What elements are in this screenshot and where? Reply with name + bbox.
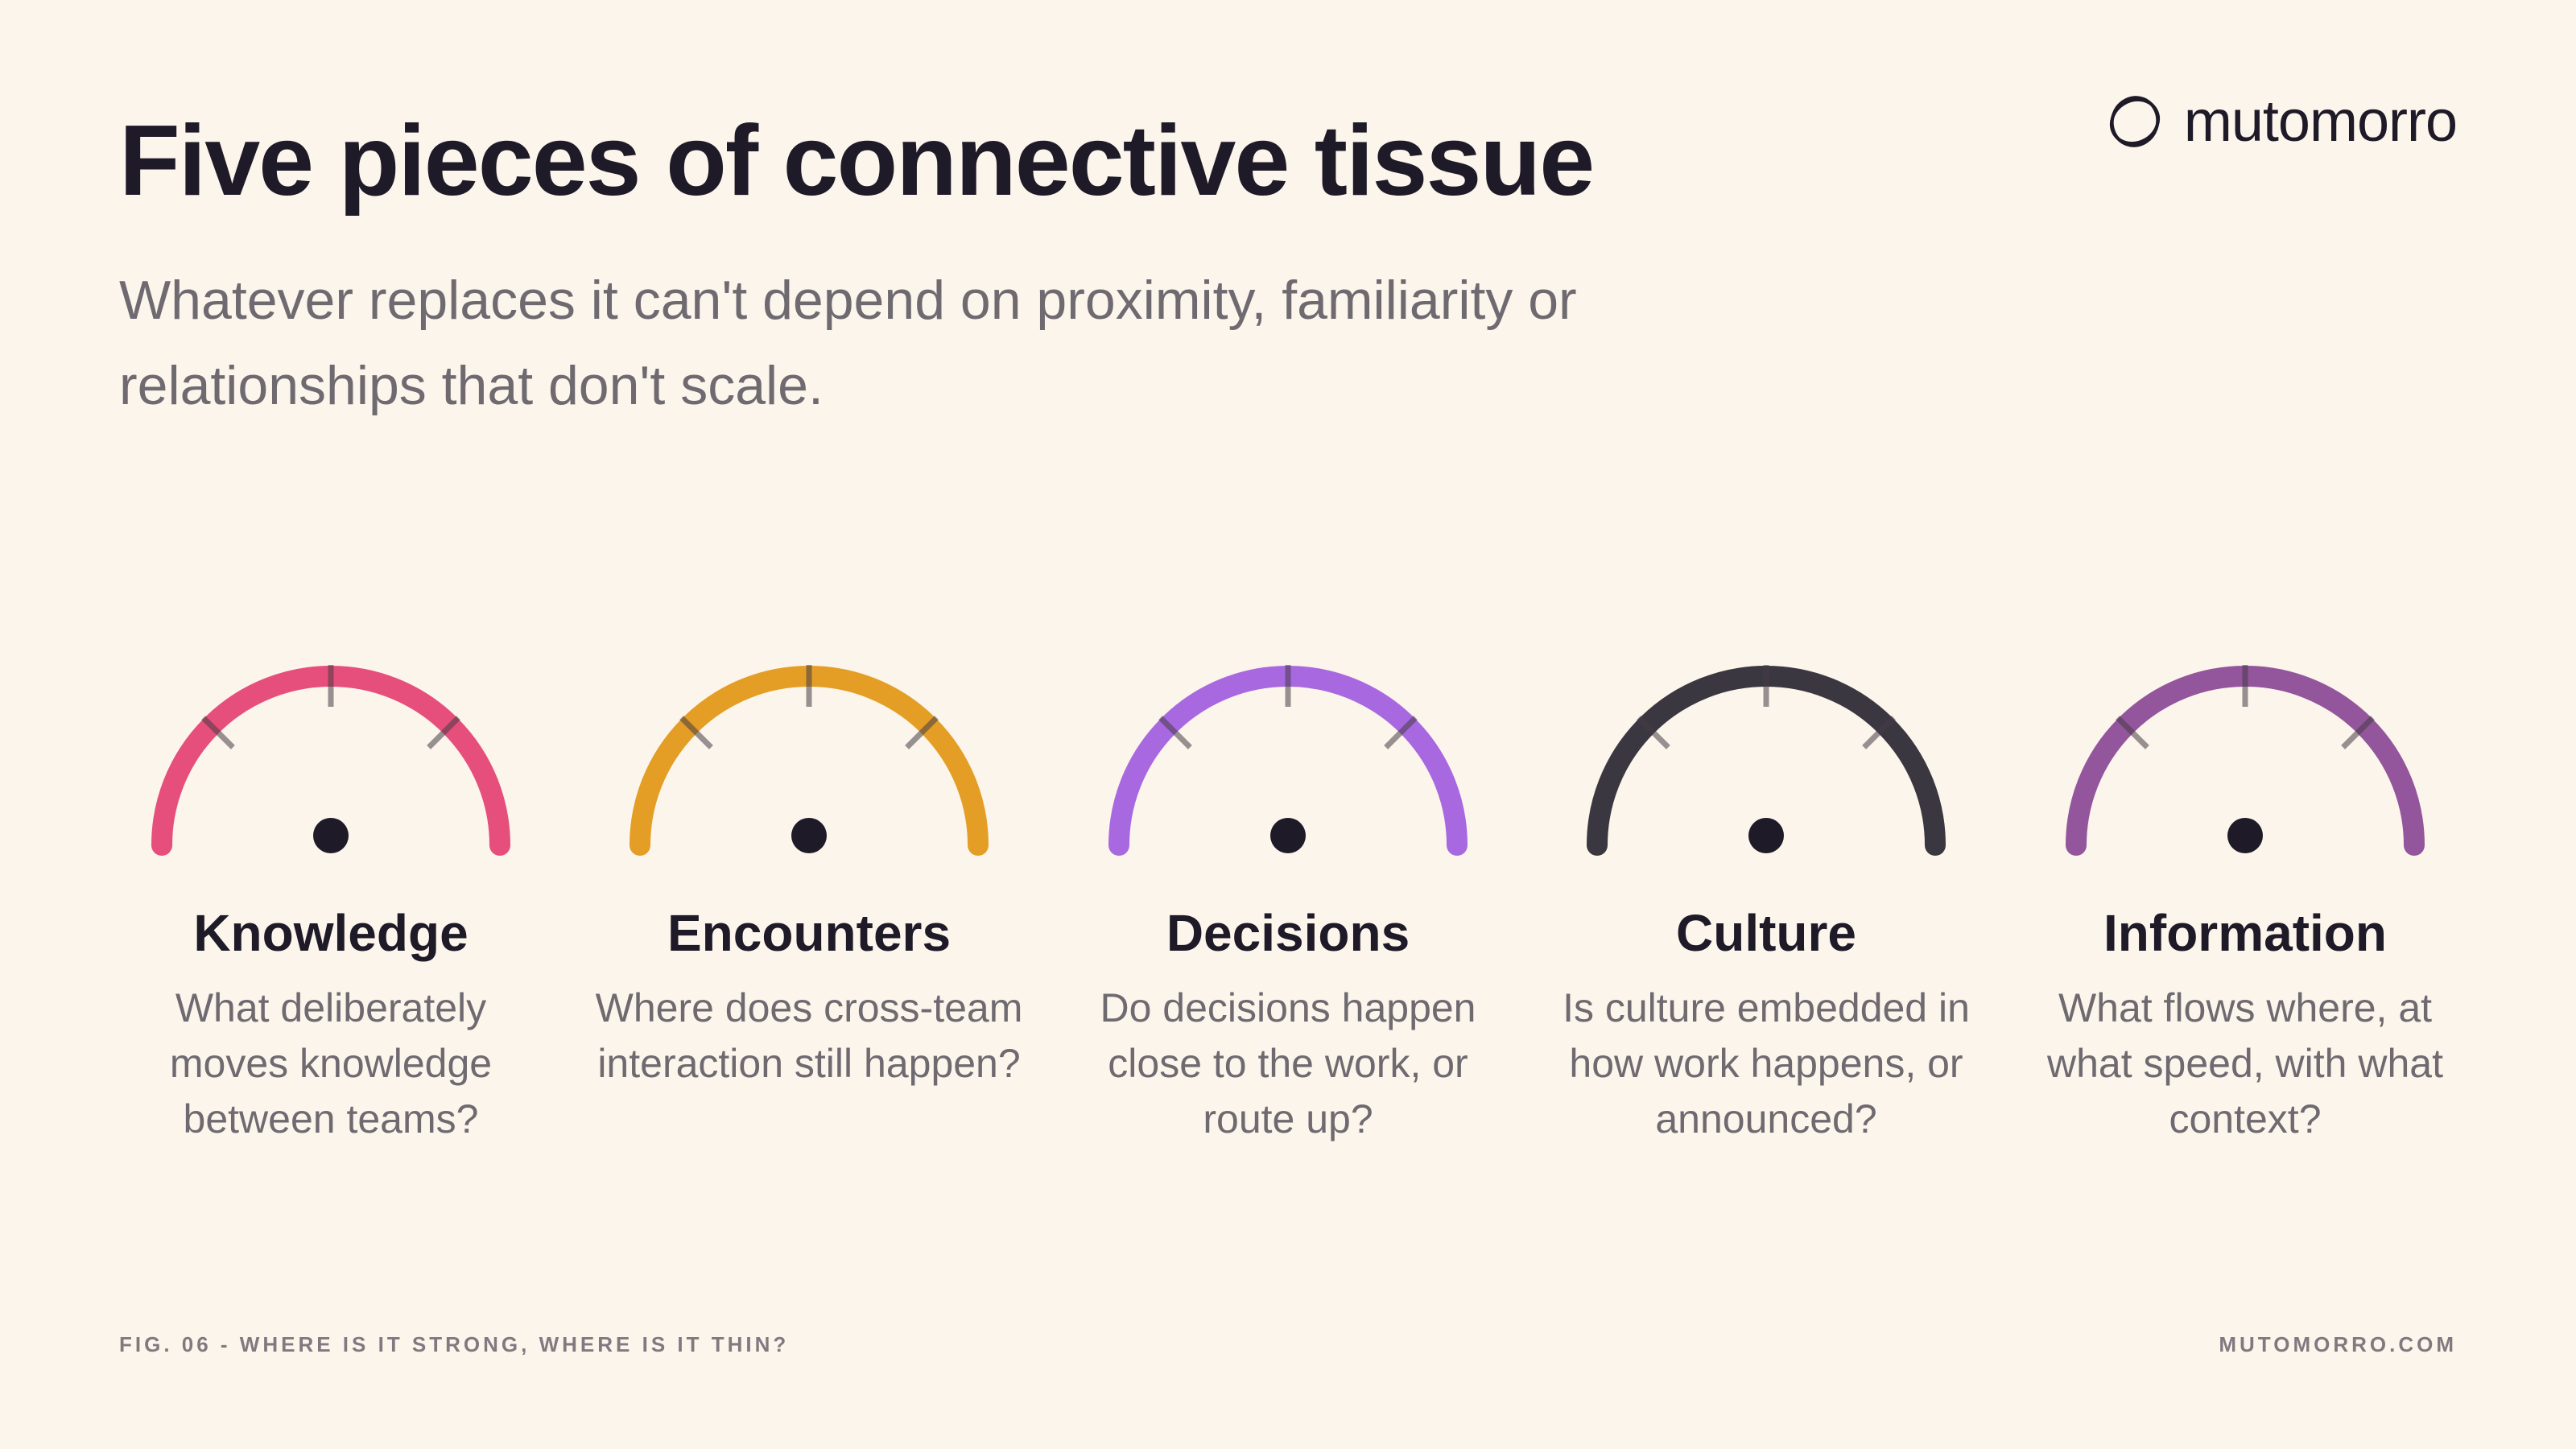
gauge-label: Decisions	[1166, 904, 1410, 962]
interlocking-circles-icon	[2109, 96, 2160, 147]
gauge-pivot	[791, 818, 827, 853]
gauge-tick	[1384, 716, 1418, 749]
gauge-tick	[201, 716, 235, 749]
brand-logo: mutomorro	[2107, 89, 2458, 155]
figure-caption: FIG. 06 - WHERE IS IT STRONG, WHERE IS I…	[119, 1332, 790, 1356]
gauge-question: Where does cross-team interaction still …	[595, 985, 1023, 1086]
gauge-question: What flows where, at what speed, with wh…	[2047, 985, 2443, 1141]
gauge-tick	[1862, 716, 1896, 749]
gauge-tick	[679, 716, 713, 749]
gauge-dial-icon	[1108, 665, 1468, 856]
gauge-pivot	[313, 818, 349, 853]
gauge-label: Information	[2103, 904, 2387, 962]
gauge-label: Culture	[1676, 904, 1856, 962]
gauge-tick	[2116, 716, 2149, 749]
gauge-label: Encounters	[667, 904, 952, 962]
gauge-question: Is culture embedded in how work happens,…	[1563, 985, 1970, 1141]
gauge-dial-icon	[1587, 665, 1946, 856]
gauge-tick	[1637, 716, 1670, 749]
gauge-pivot	[1748, 818, 1784, 853]
gauge-question: Do decisions happen close to the work, o…	[1100, 985, 1476, 1141]
gauge-question: What deliberately moves knowledge betwee…	[169, 985, 493, 1141]
gauge-dial-icon	[2066, 665, 2425, 856]
gauge-knowledge: Knowledge What deliberately moves knowle…	[105, 644, 556, 1147]
gauge-label: Knowledge	[193, 904, 469, 962]
gauge-pivot	[1270, 818, 1306, 853]
gauge-row: Knowledge What deliberately moves knowle…	[0, 644, 2576, 1208]
gauge-tick	[1158, 716, 1192, 749]
gauge-information: Information What flows where, at what sp…	[2020, 644, 2471, 1147]
gauge-dial-icon	[151, 665, 510, 856]
gauge-pivot	[2227, 818, 2263, 853]
website-link: MUTOMORRO.COM	[2219, 1332, 2457, 1356]
page-subtitle: Whatever replaces it can't depend on pro…	[119, 270, 1577, 416]
gauge-culture: Culture Is culture embedded in how work …	[1541, 644, 1992, 1147]
gauge-tick	[427, 716, 460, 749]
gauge-decisions: Decisions Do decisions happen close to t…	[1063, 644, 1513, 1147]
gauge-tick	[2341, 716, 2375, 749]
gauge-tick	[905, 716, 939, 749]
gauge-encounters: Encounters Where does cross-team interac…	[584, 644, 1034, 1092]
page-title: Five pieces of connective tissue	[119, 105, 1595, 217]
gauge-dial-icon	[630, 665, 989, 856]
brand-name: mutomorro	[2183, 89, 2458, 154]
